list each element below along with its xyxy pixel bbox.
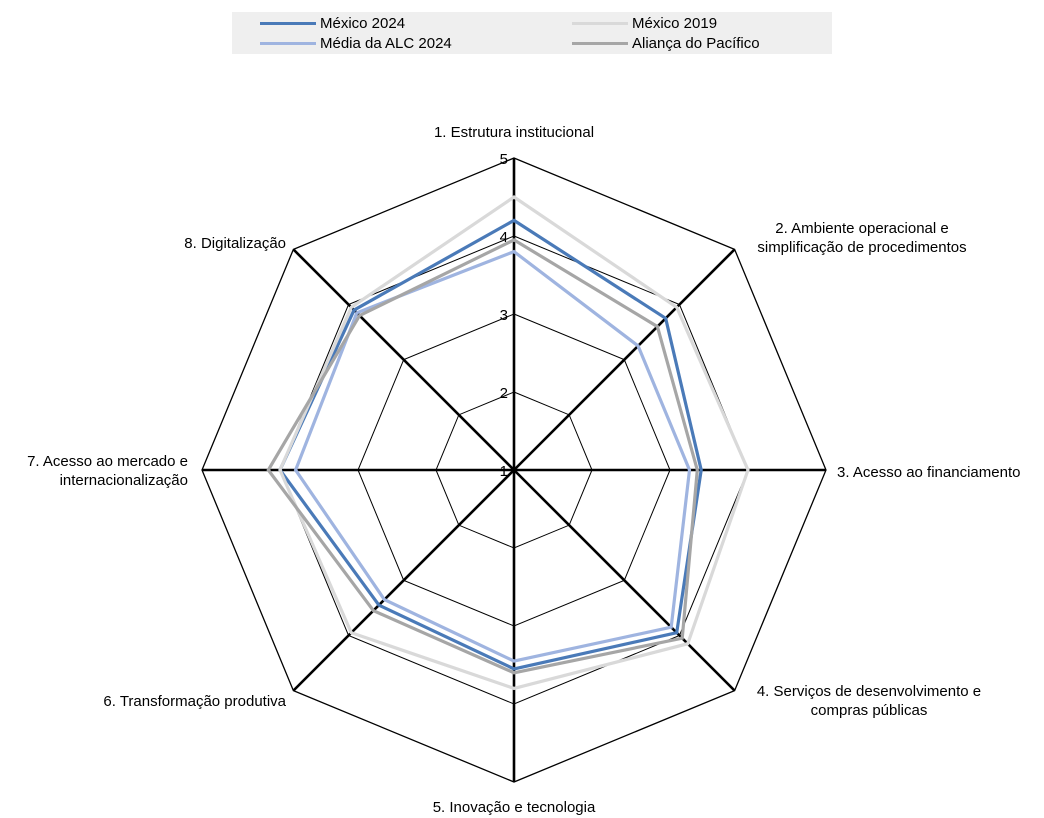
tick-label: 2 — [500, 385, 508, 402]
category-label-line: simplificação de procedimentos — [757, 239, 966, 256]
category-label-line: 8. Digitalização — [184, 235, 286, 252]
legend-item-alianca-do-pacifico: Aliança do Pacífico — [572, 33, 760, 53]
category-label-line: 2. Ambiente operacional e — [775, 220, 948, 237]
axis-spoke — [513, 248, 736, 471]
category-label: 1. Estrutura institucional — [434, 124, 594, 141]
category-label-line: 1. Estrutura institucional — [434, 124, 594, 141]
category-label-line: 4. Serviços de desenvolvimento e — [757, 683, 981, 700]
category-label: 3. Acesso ao financiamento — [837, 464, 1020, 481]
axis-spoke — [292, 248, 515, 471]
legend-label: México 2024 — [320, 14, 406, 32]
category-label-line: 7. Acesso ao mercado e — [27, 453, 188, 470]
tick-label: 1 — [500, 463, 508, 480]
axis-spoke — [513, 469, 736, 692]
legend-swatch — [260, 21, 316, 25]
tick-label: 4 — [500, 229, 508, 246]
legend-swatch — [260, 41, 316, 45]
tick-label: 3 — [500, 307, 508, 324]
category-label: 5. Inovação e tecnologia — [433, 799, 596, 816]
category-label-line: 3. Acesso ao financiamento — [837, 464, 1020, 481]
category-label: 2. Ambiente operacional e simplificação d… — [757, 220, 966, 256]
legend-label: Média da ALC 2024 — [320, 34, 452, 52]
chart-legend: México 2024 México 2019 Média da ALC 202… — [232, 12, 832, 54]
legend-swatch — [572, 21, 628, 25]
legend-label: Aliança do Pacífico — [632, 34, 760, 52]
series-line-mexico-2019 — [278, 195, 750, 691]
category-label: 7. Acesso ao mercado e internacionalizaçã… — [27, 453, 188, 489]
legend-label: México 2019 — [632, 14, 718, 32]
category-label-line: compras públicas — [811, 702, 928, 719]
legend-item-mexico-2024: México 2024 — [260, 13, 405, 33]
series-line-media-da-alc-2024 — [293, 249, 692, 663]
legend-item-mexico-2019: México 2019 — [572, 13, 717, 33]
category-label-line: 6. Transformação produtiva — [103, 693, 286, 710]
axis-spoke — [292, 469, 515, 692]
category-label-line: internacionalização — [60, 472, 188, 489]
category-label: 8. Digitalização — [184, 235, 286, 252]
category-label: 6. Transformação produtiva — [103, 693, 286, 710]
tick-label: 5 — [500, 151, 508, 168]
category-label-line: 5. Inovação e tecnologia — [433, 799, 596, 816]
series-line-mexico-2024 — [278, 218, 703, 671]
series-line-alianca-do-pacifico — [266, 238, 699, 675]
legend-item-media-alc-2024: Média da ALC 2024 — [260, 33, 452, 53]
category-label: 4. Serviços de desenvolvimento e compras … — [757, 683, 981, 719]
legend-swatch — [572, 41, 628, 45]
